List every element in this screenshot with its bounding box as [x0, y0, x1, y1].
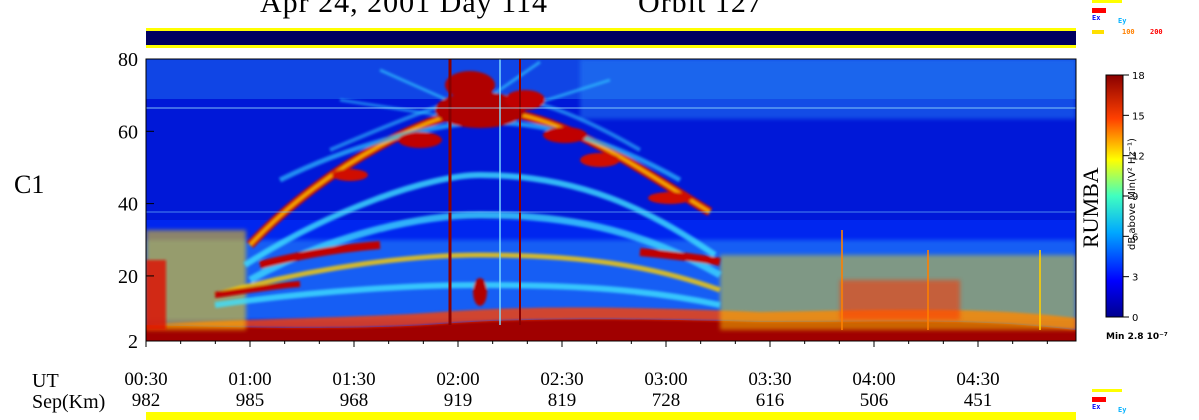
sep-km-label: 506: [860, 390, 889, 411]
chart-title: Apr 24, 2001 Day 114 Orbit 127: [260, 0, 763, 20]
date-text: Apr 24, 2001 Day 114: [260, 0, 549, 19]
legend-bottom-ex: Ex: [1092, 403, 1101, 411]
x-tick-label: 03:00: [644, 369, 687, 390]
colorbar-tick-label: 0: [1132, 313, 1138, 324]
sep-km-label: 982: [132, 390, 161, 411]
x-tick-label: 03:30: [748, 369, 791, 390]
y-tick-label: 40: [118, 194, 138, 216]
sep-km-label: 968: [340, 390, 369, 411]
colorbar-tick-label: 9: [1132, 192, 1138, 203]
colorbar-tick-label: 18: [1132, 71, 1145, 82]
legend-top-200: 200: [1150, 28, 1163, 36]
top-status-bar-inner: [146, 31, 1076, 45]
sep-km-label: 919: [444, 390, 473, 411]
x-tick-label: 04:00: [852, 369, 895, 390]
sep-km-label: 451: [964, 390, 993, 411]
legend-top-swatch: [1092, 8, 1106, 13]
sep-km-label: 728: [652, 390, 681, 411]
instrument-label: RUMBA: [1078, 167, 1103, 248]
ut-label: UT: [32, 370, 59, 392]
x-tick-label: 04:30: [956, 369, 999, 390]
sep-label: Sep(Km): [32, 391, 106, 413]
x-tick-label: 00:30: [124, 369, 167, 390]
colorbar: [1105, 74, 1124, 318]
sep-km-label: 985: [236, 390, 265, 411]
colorbar-tick-label: 6: [1132, 232, 1138, 243]
spectrogram-image: [146, 59, 1076, 341]
legend-top-swatch-yellow: [1092, 30, 1104, 34]
x-tick-label: 01:30: [332, 369, 375, 390]
legend-top-ey: Ey: [1118, 17, 1127, 25]
legend-top-100: 100: [1122, 28, 1135, 36]
x-tick-label: 01:00: [228, 369, 271, 390]
y-tick-label: 20: [118, 266, 138, 288]
panel-label: C1: [14, 170, 45, 199]
y-axis: 2 20 40 60 80: [118, 49, 154, 353]
sep-km-label: 616: [756, 390, 785, 411]
y-tick-label: 60: [118, 121, 138, 143]
sep-km-label: 819: [548, 390, 577, 411]
x-tick-label: 02:30: [540, 369, 583, 390]
legend-top-ex: Ex: [1092, 14, 1101, 22]
colorbar-ticks: 0 3 6 9 12 15 18: [1123, 71, 1145, 324]
plot-frame: [145, 58, 1077, 342]
colorbar-tick-label: 12: [1132, 152, 1145, 163]
legend-bottom-swatch: [1092, 397, 1106, 402]
y-tick-label: 2: [128, 331, 138, 353]
colorbar-tick-label: 3: [1132, 273, 1138, 284]
colorbar-min-label: Min 2.8 10⁻⁷: [1106, 332, 1168, 342]
bottom-status-bar: [146, 412, 1076, 420]
x-tick-label: 02:00: [436, 369, 479, 390]
colorbar-tick-label: 15: [1132, 111, 1145, 122]
orbit-text: Orbit 127: [638, 0, 763, 19]
legend-bottom-ey: Ey: [1118, 406, 1127, 414]
y-tick-label: 80: [118, 49, 138, 71]
legend-bottom-bar: [1092, 389, 1122, 392]
colorbar-title: dB above Min(V² Hz⁻¹): [1127, 138, 1138, 250]
legend-top-bar: [1092, 0, 1122, 3]
